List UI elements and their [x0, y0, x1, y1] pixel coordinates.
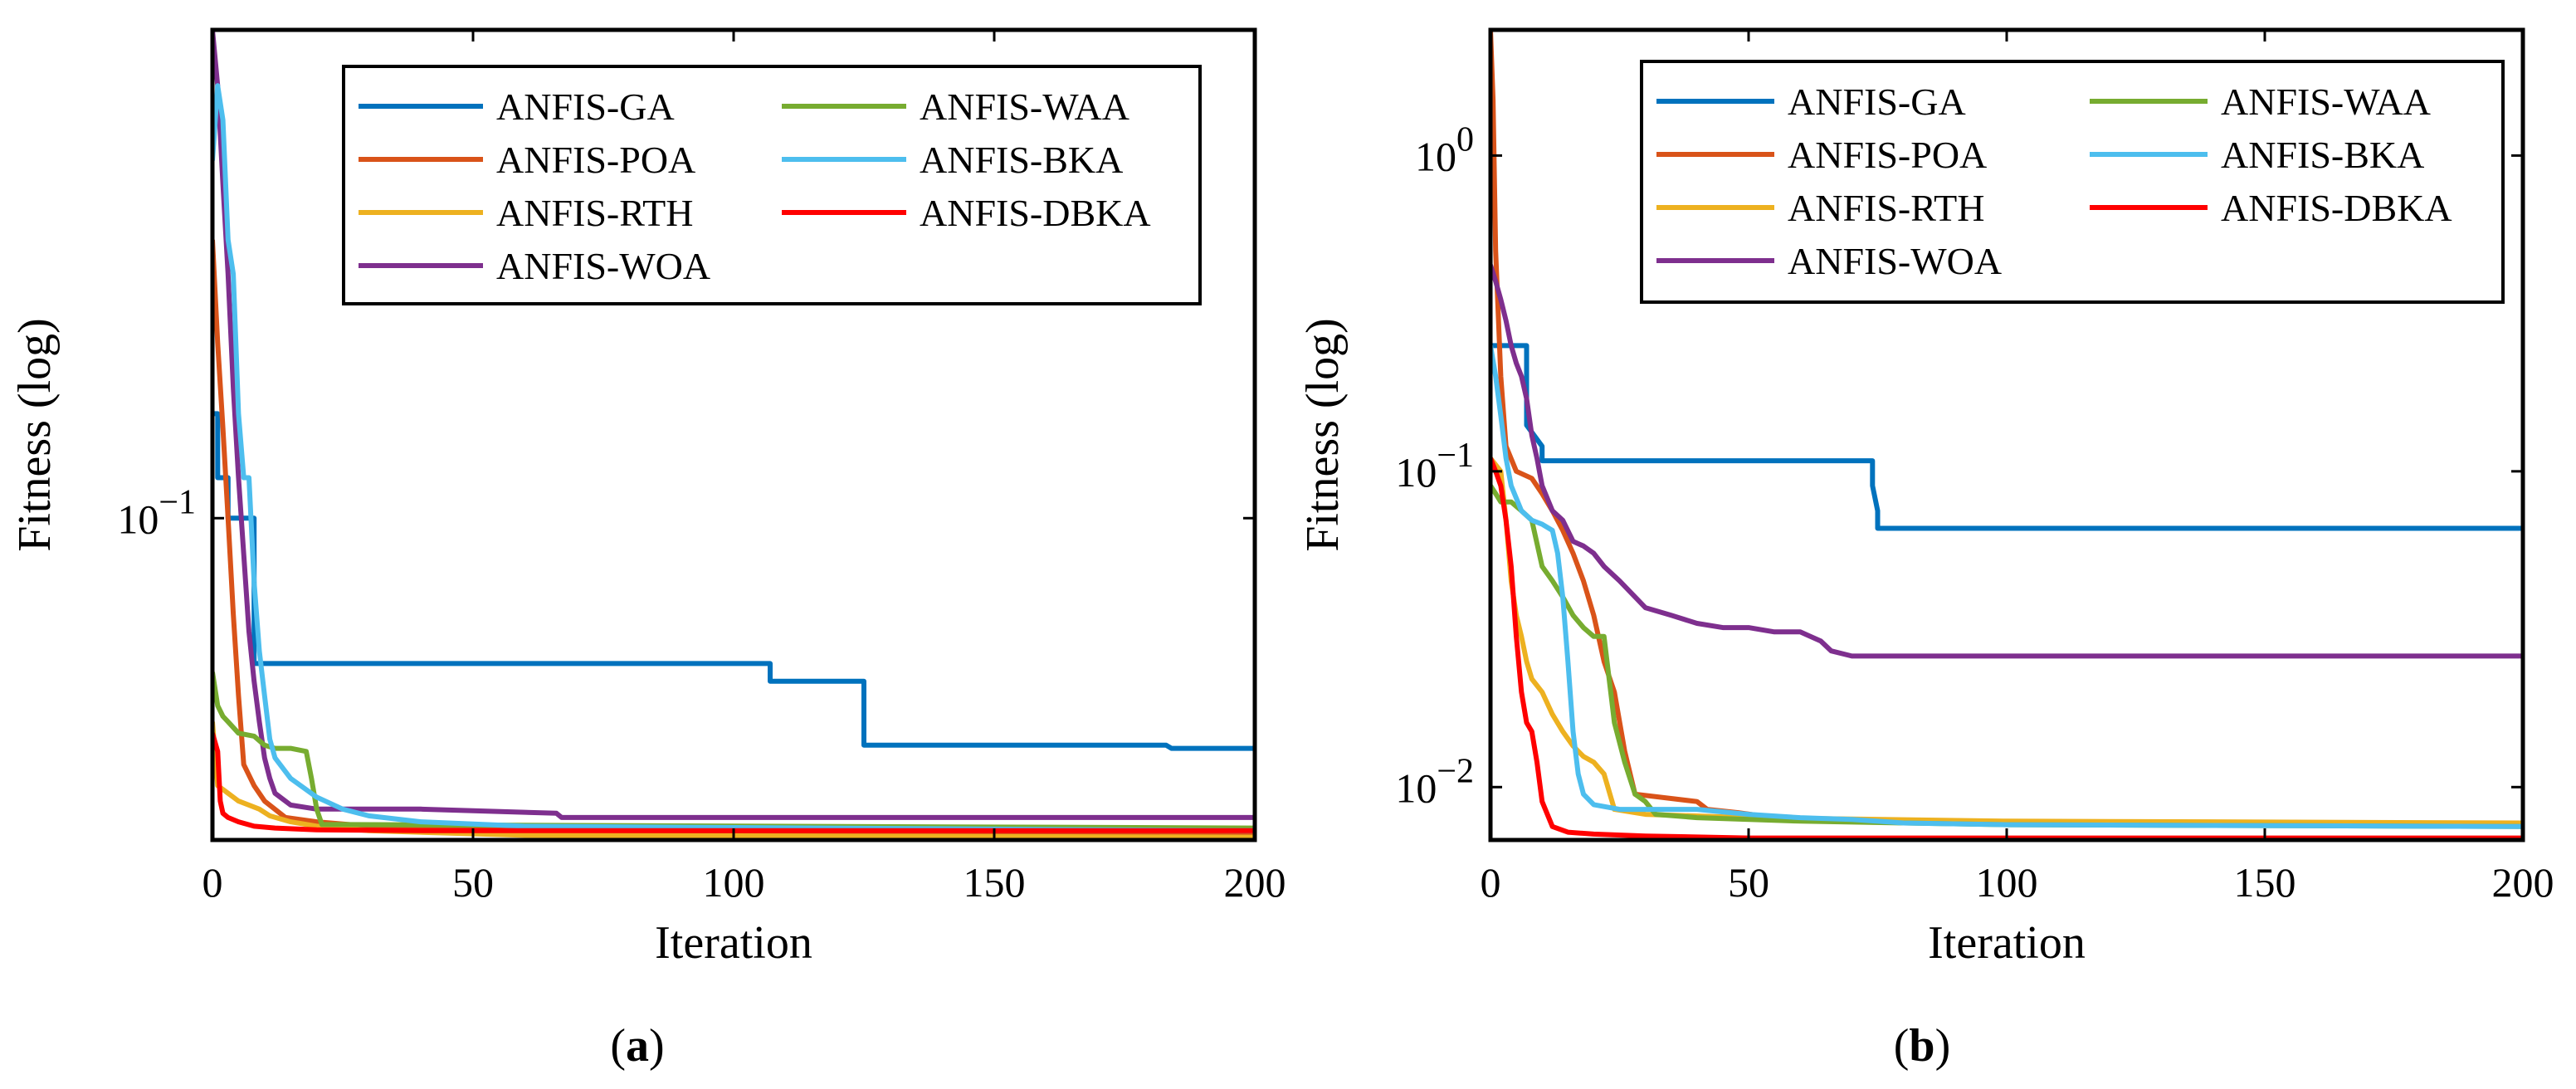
legend-label: ANFIS-WAA — [2221, 81, 2431, 123]
y-tick-base: 10 — [1395, 764, 1437, 811]
legend-item: ANFIS-GA — [359, 85, 675, 128]
legend: ANFIS-GA ANFIS-POA ANFIS-RTH ANFIS-WOA ANFIS… — [1640, 60, 2505, 304]
legend-item: ANFIS-BKA — [782, 139, 1123, 181]
legend-box — [342, 65, 1202, 305]
panel-label-part: b — [1909, 1020, 1934, 1072]
legend-item: ANFIS-DBKA — [782, 192, 1151, 234]
y-tick-label: 10−2 — [1395, 752, 1474, 811]
legend-item: ANFIS-POA — [359, 139, 695, 181]
legend-item: ANFIS-DBKA — [2090, 187, 2452, 229]
legend-item: ANFIS-WAA — [782, 85, 1129, 128]
legend-label: ANFIS-DBKA — [920, 192, 1151, 234]
legend-label: ANFIS-WAA — [920, 85, 1129, 128]
series-line-anfis-bka — [212, 83, 1255, 833]
legend: ANFIS-GA ANFIS-POA ANFIS-RTH ANFIS-WOA ANFIS… — [342, 65, 1202, 305]
legend-item: ANFIS-POA — [1656, 134, 1987, 176]
series-group — [1490, 30, 2523, 840]
x-tick-label: 100 — [703, 859, 765, 906]
series-line-anfis-dbka — [1490, 457, 2523, 840]
legend-box — [1640, 60, 2505, 304]
y-tick-base: 10 — [1395, 449, 1437, 496]
legend-label: ANFIS-RTH — [1788, 187, 1984, 229]
legend-label: ANFIS-POA — [1788, 134, 1987, 176]
y-tick-base: 10 — [117, 496, 159, 542]
y-tick-label: 100 — [1415, 120, 1474, 179]
panel-label-part: ) — [649, 1020, 665, 1072]
series-line-anfis-waa — [212, 671, 1255, 831]
x-axis-label: Iteration — [655, 917, 812, 969]
legend-label: ANFIS-BKA — [920, 139, 1123, 181]
series-line-anfis-ga — [1490, 343, 2523, 531]
y-tick-exponent: −2 — [1437, 752, 1474, 790]
x-tick-label: 0 — [202, 859, 223, 906]
y-tick-exponent: −1 — [1437, 437, 1474, 475]
series-line-anfis-woa — [1490, 264, 2523, 659]
legend-item: ANFIS-WAA — [2090, 81, 2431, 123]
y-axis-label: Fitness (log) — [9, 318, 61, 552]
series-line-anfis-waa — [1490, 484, 2523, 829]
chart-panel-a: 0 50 100 150 200 10−1 Iteration Fitness (log) AN… — [9, 27, 1286, 1072]
legend-item: ANFIS-RTH — [359, 192, 693, 234]
series-line-anfis-rth — [1490, 457, 2523, 826]
series-line-anfis-ga — [212, 411, 1255, 751]
x-tick-label: 100 — [1976, 859, 2038, 906]
x-tick-label: 150 — [964, 859, 1026, 906]
legend-label: ANFIS-DBKA — [2221, 187, 2452, 229]
y-tick-label: 10−1 — [1395, 437, 1474, 496]
legend-item: ANFIS-WOA — [1656, 240, 2002, 282]
panel-label: (a) — [610, 1020, 664, 1072]
legend-label: ANFIS-WOA — [1788, 240, 2002, 282]
legend-label: ANFIS-WOA — [496, 245, 710, 287]
panel-label-part: ( — [1894, 1020, 1910, 1072]
x-tick-label: 150 — [2234, 859, 2296, 906]
y-tick-exponent: −1 — [159, 483, 196, 521]
legend-item: ANFIS-BKA — [2090, 134, 2424, 176]
x-tick-label: 50 — [452, 859, 494, 906]
y-tick-base: 10 — [1415, 133, 1456, 179]
series-line-anfis-dbka — [212, 732, 1255, 833]
legend-label: ANFIS-POA — [496, 139, 695, 181]
y-tick-label: 10−1 — [117, 483, 196, 542]
x-tick-label: 50 — [1728, 859, 1769, 906]
legend-item: ANFIS-WOA — [359, 245, 710, 287]
series-line-anfis-bka — [1490, 344, 2523, 829]
series-line-anfis-woa — [212, 30, 1255, 820]
series-group — [212, 30, 1255, 840]
panel-label-part: ) — [1935, 1020, 1951, 1072]
panel-label-part: ( — [610, 1020, 626, 1072]
legend-item: ANFIS-GA — [1656, 81, 1966, 123]
panel-label: (b) — [1894, 1020, 1950, 1072]
chart-panel-b: 0 50 100 150 20010010−110−2IterationFitness … — [1297, 27, 2554, 1072]
legend-item: ANFIS-RTH — [1656, 187, 1984, 229]
x-tick-label: 200 — [2492, 859, 2554, 906]
legend-label: ANFIS-GA — [496, 85, 675, 128]
panel-label-part: a — [626, 1020, 649, 1072]
x-tick-label: 200 — [1224, 859, 1286, 906]
legend-label: ANFIS-BKA — [2221, 134, 2424, 176]
y-axis-label: Fitness (log) — [1297, 318, 1349, 552]
x-axis-label: Iteration — [1928, 917, 2086, 969]
legend-label: ANFIS-RTH — [496, 192, 693, 234]
x-tick-label: 0 — [1481, 859, 1501, 906]
y-tick-exponent: 0 — [1456, 120, 1474, 159]
legend-label: ANFIS-GA — [1788, 81, 1966, 123]
